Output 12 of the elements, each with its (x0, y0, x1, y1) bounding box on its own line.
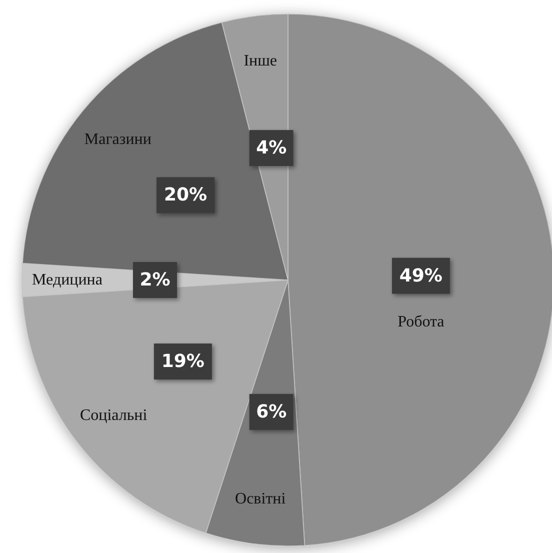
slice-label: Медицина (32, 272, 102, 288)
data-label: 49% (399, 265, 442, 286)
slice-label: Освітні (235, 490, 286, 508)
slice-label: Інше (244, 52, 277, 70)
data-label: 19% (161, 351, 204, 372)
data-label: 2% (140, 270, 170, 290)
data-label: 6% (256, 401, 287, 422)
data-label: 20% (164, 184, 208, 206)
slice-label: Магазини (84, 130, 152, 148)
slice-label: Робота (398, 313, 444, 330)
data-label: 4% (256, 138, 287, 159)
slice-label: Соціальні (80, 406, 148, 424)
